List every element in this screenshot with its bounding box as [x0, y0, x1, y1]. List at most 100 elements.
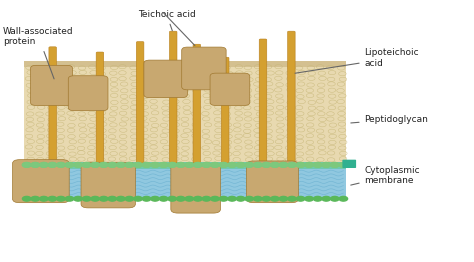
Circle shape [288, 162, 296, 167]
Circle shape [31, 162, 39, 167]
Bar [24, 161, 346, 169]
Circle shape [65, 162, 74, 167]
Circle shape [134, 196, 142, 201]
Circle shape [117, 162, 125, 167]
FancyBboxPatch shape [221, 57, 229, 163]
Circle shape [168, 162, 176, 167]
Text: Cytoplasmic
membrane: Cytoplasmic membrane [351, 166, 420, 185]
Circle shape [39, 162, 48, 167]
Circle shape [322, 162, 330, 167]
Circle shape [279, 162, 288, 167]
Circle shape [57, 196, 65, 201]
FancyBboxPatch shape [342, 160, 356, 168]
Circle shape [108, 162, 117, 167]
Circle shape [313, 162, 322, 167]
Circle shape [91, 162, 100, 167]
Bar [24, 63, 346, 162]
Circle shape [211, 162, 219, 167]
Circle shape [48, 162, 56, 167]
FancyBboxPatch shape [81, 162, 136, 208]
FancyBboxPatch shape [96, 52, 104, 163]
Circle shape [193, 162, 202, 167]
Circle shape [57, 162, 65, 167]
Circle shape [134, 162, 142, 167]
FancyBboxPatch shape [137, 42, 144, 163]
Circle shape [48, 196, 56, 201]
FancyBboxPatch shape [210, 73, 250, 106]
Circle shape [22, 196, 31, 201]
Circle shape [202, 162, 210, 167]
Circle shape [322, 162, 330, 167]
Circle shape [202, 196, 210, 201]
Circle shape [330, 162, 339, 167]
Circle shape [142, 162, 151, 167]
FancyBboxPatch shape [246, 161, 299, 203]
Circle shape [305, 162, 313, 167]
Circle shape [100, 162, 108, 167]
Circle shape [245, 162, 254, 167]
Circle shape [168, 162, 176, 167]
Circle shape [125, 162, 134, 167]
Circle shape [74, 162, 82, 167]
Circle shape [288, 196, 296, 201]
Circle shape [159, 162, 168, 167]
Circle shape [48, 162, 56, 167]
Circle shape [125, 162, 134, 167]
Circle shape [262, 162, 271, 167]
Circle shape [254, 162, 262, 167]
Circle shape [134, 162, 142, 167]
FancyBboxPatch shape [144, 60, 187, 98]
Circle shape [339, 162, 347, 167]
Circle shape [279, 196, 288, 201]
Circle shape [185, 162, 193, 167]
Circle shape [185, 196, 193, 201]
Circle shape [279, 162, 288, 167]
Circle shape [125, 196, 134, 201]
Circle shape [65, 196, 74, 201]
Circle shape [108, 196, 117, 201]
FancyBboxPatch shape [169, 31, 177, 163]
Circle shape [219, 162, 228, 167]
FancyBboxPatch shape [49, 47, 56, 163]
Circle shape [185, 162, 193, 167]
Circle shape [159, 196, 168, 201]
Text: Wall-associated
protein: Wall-associated protein [3, 27, 73, 79]
Bar [24, 61, 346, 67]
Circle shape [305, 162, 313, 167]
Circle shape [288, 162, 296, 167]
Circle shape [82, 162, 91, 167]
Circle shape [305, 196, 313, 201]
Circle shape [31, 162, 39, 167]
Circle shape [262, 196, 271, 201]
Circle shape [330, 196, 339, 201]
Circle shape [237, 196, 245, 201]
Bar [24, 162, 346, 199]
Text: Teichoic acid: Teichoic acid [138, 10, 195, 31]
FancyBboxPatch shape [259, 39, 267, 197]
Circle shape [237, 162, 245, 167]
Circle shape [151, 196, 159, 201]
Circle shape [176, 162, 185, 167]
Circle shape [65, 162, 74, 167]
FancyBboxPatch shape [68, 76, 108, 111]
Circle shape [245, 162, 254, 167]
Text: Lipoteichoic
acid: Lipoteichoic acid [295, 48, 419, 73]
Circle shape [142, 162, 151, 167]
Circle shape [91, 196, 100, 201]
Circle shape [228, 196, 237, 201]
Circle shape [57, 162, 65, 167]
Circle shape [237, 162, 245, 167]
Circle shape [219, 162, 228, 167]
Circle shape [339, 162, 347, 167]
Circle shape [176, 162, 185, 167]
Circle shape [39, 196, 48, 201]
Circle shape [91, 162, 100, 167]
Circle shape [219, 196, 228, 201]
FancyBboxPatch shape [30, 65, 73, 106]
Circle shape [211, 162, 219, 167]
Circle shape [254, 196, 262, 201]
Circle shape [254, 162, 262, 167]
Circle shape [262, 162, 271, 167]
Circle shape [159, 162, 168, 167]
Circle shape [100, 162, 108, 167]
